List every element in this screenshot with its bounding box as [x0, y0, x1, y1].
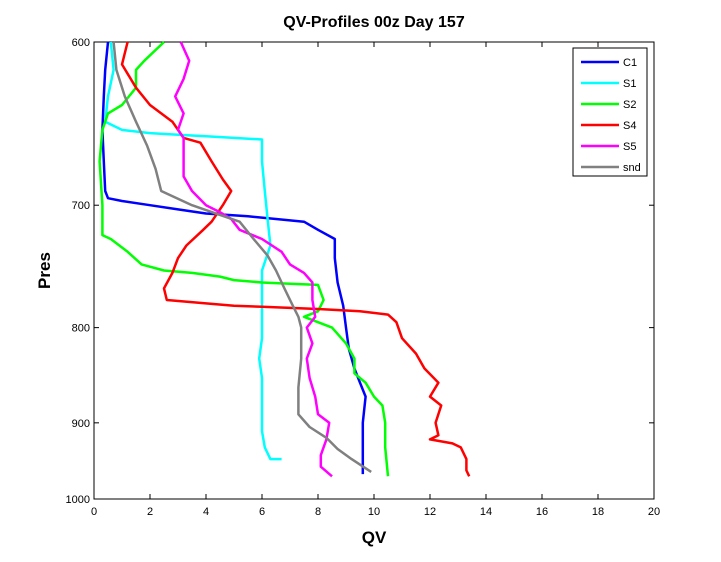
legend-label-s4: S4 [623, 120, 636, 132]
chart-title: QV-Profiles 00z Day 157 [283, 14, 465, 31]
y-axis-title: Pres [35, 252, 54, 289]
series-lines [98, 41, 471, 478]
series-line-s1 [103, 41, 282, 461]
x-tick-label: 12 [424, 506, 436, 518]
x-axis-title: QV [362, 528, 387, 547]
y-tick-label: 700 [72, 200, 90, 212]
x-tick-label: 18 [592, 506, 604, 518]
x-tick-label: 8 [315, 506, 321, 518]
legend-label-c1: C1 [623, 57, 637, 69]
x-tick-label: 4 [203, 506, 209, 518]
legend-label-snd: snd [623, 162, 641, 174]
series-line-snd [112, 41, 372, 473]
y-axis: 600 700 800 900 1000 [66, 37, 654, 506]
y-tick-label: 900 [72, 418, 90, 430]
legend: C1 S1 S2 S4 S5 snd [572, 47, 648, 177]
x-tick-label: 16 [536, 506, 548, 518]
legend-label-s5: S5 [623, 141, 636, 153]
legend-label-s2: S2 [623, 99, 636, 111]
series-line-s4 [120, 41, 471, 477]
plot-frame [93, 41, 655, 500]
y-tick-label: 800 [72, 323, 90, 335]
y-tick-label: 600 [72, 37, 90, 49]
x-tick-label: 14 [480, 506, 492, 518]
plot-area: 0 2 4 6 8 10 12 14 16 18 20 600 700 800 900 1000 [66, 37, 661, 518]
series-line-s2 [98, 41, 390, 477]
y-tick-label: 1000 [66, 494, 90, 506]
x-tick-label: 10 [368, 506, 380, 518]
x-tick-label: 20 [648, 506, 660, 518]
legend-label-s1: S1 [623, 78, 636, 90]
legend-box [572, 47, 648, 177]
x-axis: 0 2 4 6 8 10 12 14 16 18 20 [91, 42, 660, 518]
x-tick-label: 2 [147, 506, 153, 518]
x-tick-label: 0 [91, 506, 97, 518]
x-tick-label: 6 [259, 506, 265, 518]
series-line-s5 [173, 41, 333, 478]
